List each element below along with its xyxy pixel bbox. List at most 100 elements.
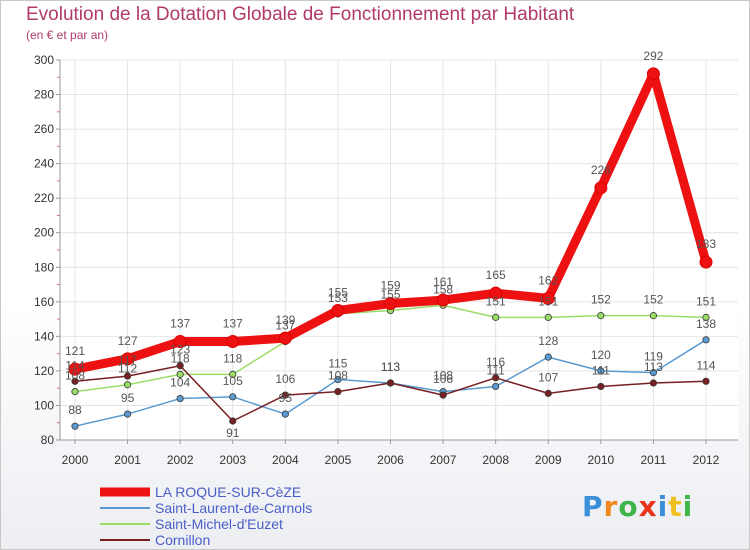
data-point-cornillon: [71, 377, 79, 385]
legend-item-saint-michel: Saint-Michel-d'Euzet: [100, 516, 312, 532]
data-label-cornillon: 114: [65, 358, 84, 372]
chart-subtitle: (en € et par an): [26, 28, 109, 42]
logo-letter: o: [618, 490, 639, 523]
legend-label-saint-michel: Saint-Michel-d'Euzet: [155, 516, 283, 532]
data-point-la-roque: [173, 335, 187, 349]
x-tick-label: 2004: [272, 453, 299, 467]
data-point-cornillon: [702, 377, 710, 385]
data-point-saint-michel: [492, 313, 500, 321]
data-label-cornillon: 117: [118, 353, 137, 367]
data-point-saint-michel: [597, 312, 605, 320]
data-label-la-roque: 159: [380, 279, 400, 293]
x-tick-label: 2011: [641, 453, 667, 467]
data-label-saint-laurent: 138: [696, 317, 716, 331]
x-tick-label: 2007: [430, 453, 457, 467]
data-label-saint-michel: 151: [538, 294, 558, 308]
data-point-la-roque: [594, 181, 608, 195]
data-point-la-roque: [331, 303, 345, 317]
data-point-la-roque: [541, 291, 555, 305]
data-label-saint-michel: 151: [696, 294, 716, 308]
data-label-saint-michel: 152: [591, 293, 611, 307]
data-point-la-roque: [489, 286, 503, 300]
data-label-la-roque: 121: [65, 344, 85, 358]
data-label-cornillon: 106: [275, 372, 295, 386]
data-label-saint-laurent: 113: [381, 360, 400, 374]
x-tick-label: 2010: [587, 453, 614, 467]
x-tick-label: 2008: [482, 453, 509, 467]
data-point-cornillon: [439, 391, 447, 399]
logo-letter: i: [657, 490, 669, 523]
data-point-cornillon: [649, 379, 658, 387]
x-tick-label: 2009: [535, 453, 562, 467]
logo-letter: x: [638, 490, 658, 523]
data-label-saint-laurent: 104: [170, 376, 190, 390]
data-point-cornillon: [229, 417, 237, 425]
legend-label-saint-laurent: Saint-Laurent-de-Carnols: [155, 500, 313, 516]
data-label-saint-laurent: 95: [279, 391, 293, 405]
data-point-la-roque: [68, 362, 82, 376]
legend-item-cornillon: Cornillon: [100, 532, 312, 548]
data-label-la-roque: 162: [538, 273, 558, 287]
line-chart: 80 100 120 140 160 180 200 220 240 260 280 300 2000 2…: [34, 49, 738, 467]
data-point-saint-laurent: [649, 369, 658, 377]
y-tick-label: 180: [34, 260, 54, 274]
logo-letter: t: [668, 490, 683, 523]
data-point-la-roque: [436, 293, 450, 307]
x-tick-label: 2001: [114, 453, 141, 467]
data-label-saint-michel: 137: [275, 319, 295, 333]
x-tick-label: 2012: [693, 453, 720, 467]
data-label-cornillon: 91: [226, 426, 240, 440]
data-point-la-roque: [226, 335, 240, 349]
data-point-saint-laurent: [597, 367, 605, 375]
data-label-saint-laurent: 88: [68, 403, 82, 417]
data-label-cornillon: 108: [328, 369, 348, 383]
data-point-cornillon: [597, 382, 605, 391]
data-label-saint-michel: 108: [65, 369, 85, 383]
data-label-la-roque: 292: [643, 49, 663, 63]
data-label-saint-michel: 155: [380, 287, 400, 301]
data-point-saint-laurent: [71, 422, 79, 430]
data-label-saint-laurent: 108: [433, 369, 453, 383]
data-label-cornillon: 107: [538, 370, 558, 384]
data-label-saint-laurent: 119: [644, 350, 663, 364]
data-label-la-roque: 137: [223, 317, 243, 331]
data-label-saint-michel: 118: [171, 351, 190, 365]
x-tick-label: 2006: [377, 453, 404, 467]
proxiti-logo: Proxiti: [582, 490, 693, 523]
data-label-saint-michel: 112: [118, 362, 137, 376]
data-point-saint-michel: [176, 370, 184, 378]
data-point-saint-laurent: [123, 410, 132, 418]
y-tick-label: 200: [34, 226, 54, 240]
x-tick-label: 2000: [62, 453, 89, 467]
data-label-cornillon: 113: [381, 360, 400, 374]
data-point-la-roque: [699, 255, 713, 269]
logo-letter: r: [603, 490, 619, 523]
y-tick-label: 160: [34, 295, 54, 309]
legend-item-saint-laurent: Saint-Laurent-de-Carnols: [100, 500, 312, 516]
data-point-cornillon: [281, 391, 289, 399]
data-label-la-roque: 183: [696, 237, 716, 251]
data-label-saint-michel: 153: [328, 291, 348, 305]
data-label-cornillon: 111: [592, 363, 611, 377]
data-point-saint-michel: [544, 313, 552, 321]
data-label-la-roque: 155: [328, 285, 348, 299]
data-point-saint-michel: [649, 312, 658, 320]
data-label-la-roque: 139: [275, 313, 295, 327]
data-point-saint-laurent: [334, 375, 342, 384]
x-tick-label: 2005: [325, 453, 352, 467]
chart-title: Evolution de la Dotation Globale de Fonc…: [26, 4, 575, 25]
y-tick-label: 80: [41, 433, 55, 447]
y-tick-label: 100: [34, 398, 54, 412]
data-point-cornillon: [334, 388, 342, 396]
data-label-saint-laurent: 115: [328, 357, 347, 371]
data-label-la-roque: 137: [170, 317, 190, 331]
data-point-cornillon: [176, 362, 184, 370]
y-tick-label: 260: [34, 122, 54, 136]
data-point-cornillon: [123, 372, 132, 380]
legend-swatch-saint-laurent: [100, 507, 150, 509]
x-tick-label: 2002: [167, 453, 194, 467]
y-tick-label: 220: [34, 191, 54, 205]
data-label-cornillon: 113: [644, 360, 663, 374]
data-point-saint-michel: [229, 370, 237, 378]
data-label-cornillon: 123: [170, 343, 190, 357]
